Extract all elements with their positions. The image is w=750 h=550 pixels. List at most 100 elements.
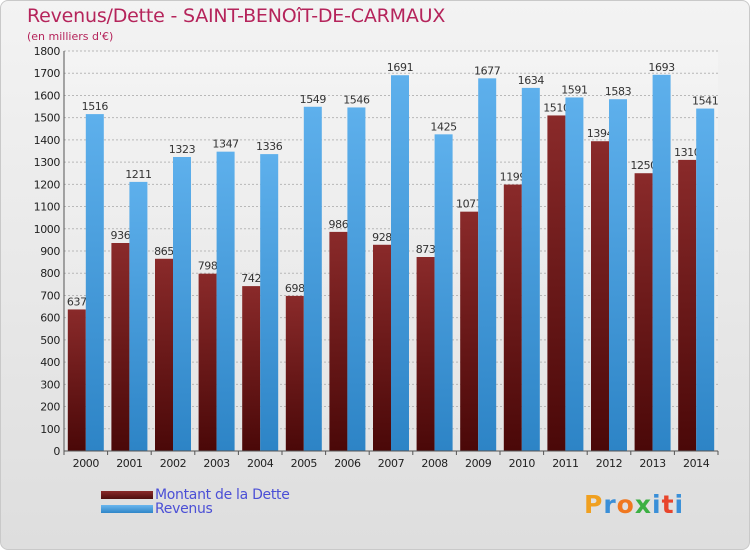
data-label-revenus: 1591 [561, 83, 587, 96]
x-tick-label: 2001 [116, 457, 142, 470]
logo-letter: P [584, 490, 604, 519]
y-tick-label: 100 [40, 423, 60, 436]
data-label-revenus: 1677 [474, 64, 501, 77]
y-tick-label: 700 [40, 289, 60, 302]
data-label-revenus: 1693 [648, 61, 675, 74]
logo-letter: o [616, 490, 635, 519]
y-tick-label: 1600 [34, 89, 61, 102]
x-tick-label: 2010 [509, 457, 536, 470]
bar-dette [460, 211, 479, 451]
data-label-dette: 1077 [456, 198, 483, 211]
data-label-dette: 1310 [674, 146, 701, 159]
bar-dette [678, 159, 697, 451]
x-tick-label: 2006 [334, 457, 361, 470]
x-tick-label: 2000 [73, 457, 100, 470]
bar-dette [373, 244, 391, 451]
x-tick-label: 2002 [160, 457, 186, 470]
logo-letter: r [603, 490, 617, 519]
y-tick-label: 300 [40, 378, 60, 391]
data-label-dette: 928 [372, 231, 392, 244]
data-label-revenus: 1516 [82, 100, 109, 113]
data-label-dette: 936 [111, 229, 131, 242]
y-tick-label: 1800 [34, 45, 61, 58]
data-label-dette: 873 [416, 243, 436, 256]
data-label-revenus: 1691 [387, 61, 413, 74]
x-tick-label: 2007 [378, 457, 405, 470]
y-tick-label: 1700 [34, 67, 61, 80]
data-label-dette: 865 [154, 245, 174, 258]
bar-revenus [303, 106, 322, 452]
data-label-revenus: 1425 [430, 120, 457, 133]
logo-letter: i [674, 490, 685, 519]
data-label-revenus: 1546 [343, 93, 370, 106]
bar-revenus [391, 75, 409, 451]
legend-swatch-revenus [101, 505, 153, 513]
bar-dette [155, 258, 173, 451]
bar-revenus [478, 78, 497, 451]
bar-revenus [129, 181, 148, 451]
bar-revenus [85, 114, 104, 451]
logo-letter: x [634, 490, 652, 519]
bar-dette [242, 286, 261, 451]
proxiti-logo: Proxiti [584, 490, 684, 519]
data-label-dette: 742 [241, 272, 261, 285]
y-tick-label: 500 [40, 334, 60, 347]
y-tick-label: 1400 [34, 134, 61, 147]
chart-title: Revenus/Dette - SAINT-BENOîT-DE-CARMAUX [27, 5, 446, 27]
y-tick-label: 1500 [34, 112, 61, 125]
bar-revenus [260, 154, 279, 451]
data-label-dette: 1250 [630, 159, 657, 172]
x-tick-label: 2004 [247, 457, 274, 470]
data-label-revenus: 1336 [256, 140, 283, 153]
y-tick-label: 400 [40, 356, 60, 369]
x-tick-label: 2011 [552, 457, 578, 470]
data-label-dette: 698 [285, 282, 305, 295]
y-tick-label: 900 [40, 245, 60, 258]
y-tick-label: 200 [40, 401, 60, 414]
x-tick-label: 2013 [639, 457, 666, 470]
data-label-revenus: 1583 [605, 85, 632, 98]
bar-dette [591, 141, 609, 451]
x-tick-label: 2014 [683, 457, 710, 470]
bar-revenus [696, 108, 715, 452]
bar-dette [416, 257, 435, 451]
bar-revenus [216, 151, 235, 451]
legend-item-revenus: Revenus [101, 501, 213, 517]
data-label-revenus: 1323 [169, 143, 196, 156]
x-tick-label: 2005 [291, 457, 318, 470]
bar-dette [547, 115, 566, 451]
y-tick-label: 1200 [34, 178, 61, 191]
bar-revenus [652, 74, 671, 452]
y-tick-label: 1300 [34, 156, 61, 169]
x-tick-label: 2009 [465, 457, 492, 470]
bar-revenus [609, 99, 627, 451]
bar-revenus [173, 157, 191, 451]
bar-dette [634, 173, 653, 451]
legend-item-dette: Montant de la Dette [101, 487, 290, 503]
data-label-dette: 1510 [543, 101, 570, 114]
data-label-revenus: 1549 [300, 93, 327, 106]
data-label-dette: 986 [329, 218, 349, 231]
x-tick-label: 2012 [596, 457, 622, 470]
data-label-dette: 637 [67, 295, 87, 308]
logo-letter: t [661, 490, 675, 519]
bar-revenus [347, 107, 366, 451]
legend-swatch-dette [101, 491, 153, 499]
x-tick-label: 2008 [421, 457, 448, 470]
y-tick-label: 1100 [34, 201, 61, 214]
legend-label-dette: Montant de la Dette [155, 487, 290, 503]
y-tick-label: 800 [40, 267, 60, 280]
y-tick-label: 1000 [34, 223, 61, 236]
data-label-revenus: 1211 [125, 168, 151, 181]
bar-dette [67, 309, 86, 451]
logo-letter: i [652, 490, 662, 519]
bar-revenus [521, 87, 540, 451]
bar-dette [285, 295, 304, 451]
y-tick-label: 600 [40, 312, 60, 325]
bar-dette [111, 243, 130, 451]
x-tick-label: 2003 [203, 457, 230, 470]
bar-revenus [434, 134, 453, 452]
bar-dette [198, 273, 217, 451]
